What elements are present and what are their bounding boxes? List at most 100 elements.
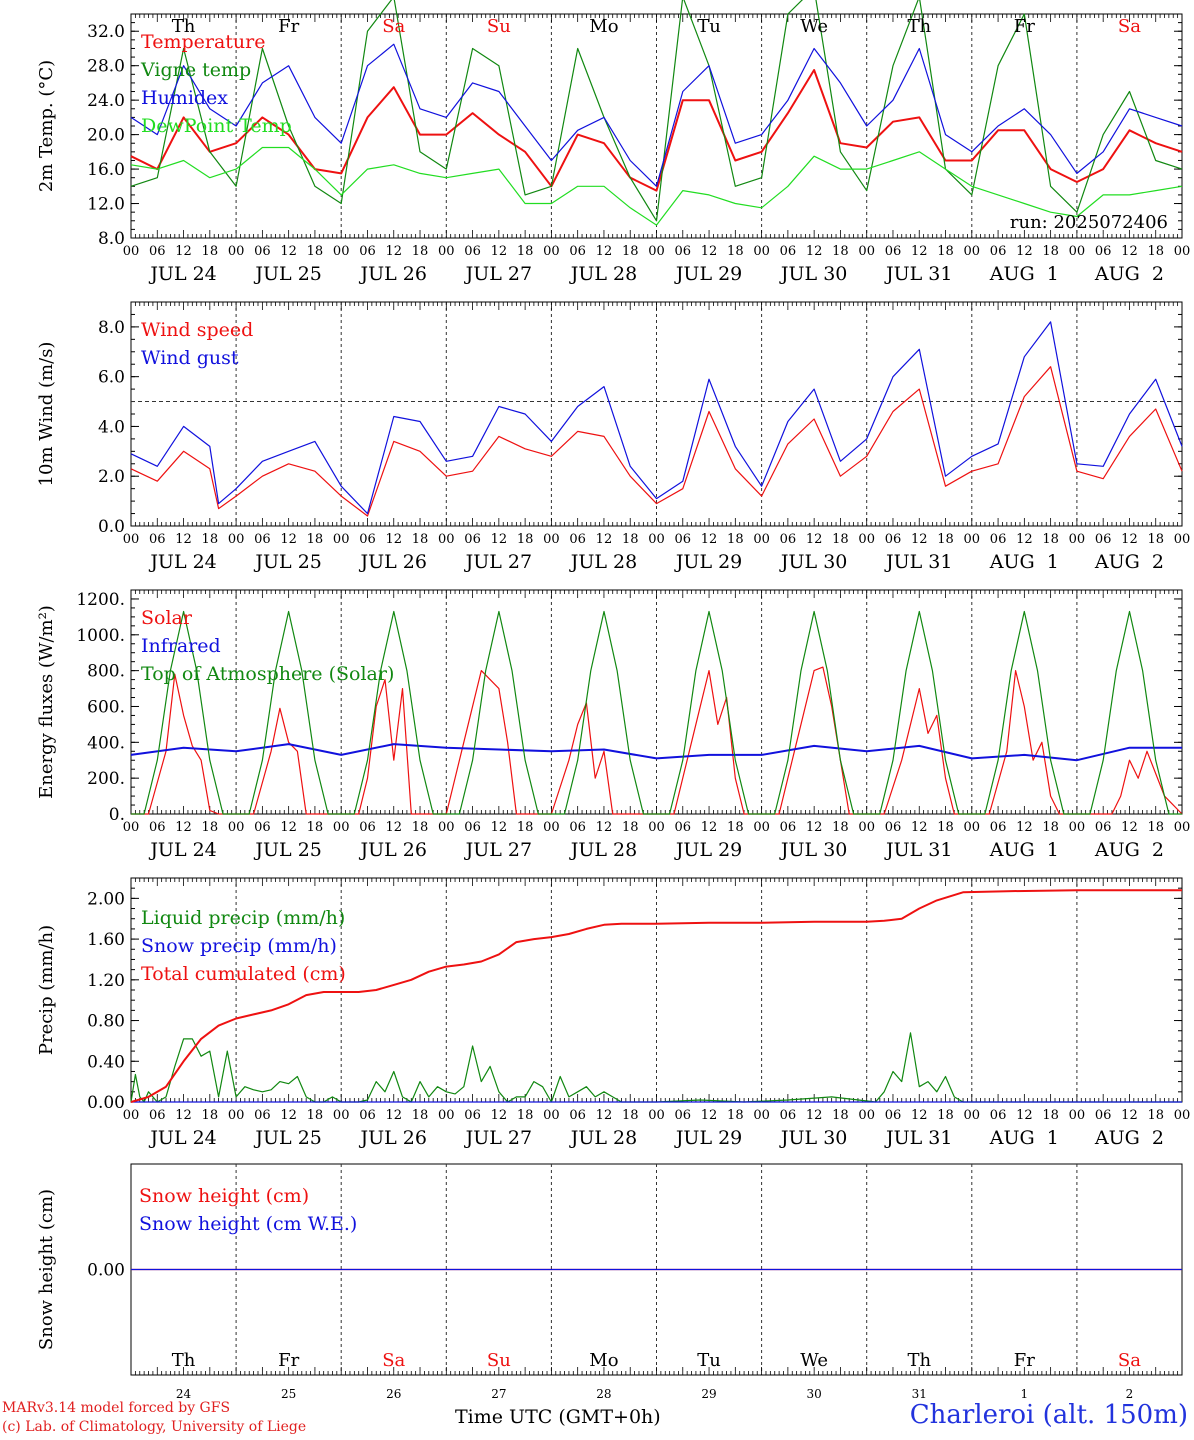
hour-tick-label: 12: [385, 1108, 402, 1123]
weekday-label: Sa: [382, 1350, 405, 1371]
station-name: Charleroi (alt. 150m): [909, 1400, 1188, 1430]
time-axis-label: Time UTC (GMT+0h): [455, 1406, 661, 1428]
hour-tick-label: 06: [569, 532, 586, 547]
hour-tick-label: 12: [806, 244, 823, 259]
day-label: JUL 26: [359, 1127, 427, 1149]
plot-frame: [130, 301, 1183, 527]
hour-tick-label: 00: [1174, 532, 1191, 547]
day-label: JUL 24: [148, 1127, 216, 1149]
hour-tick-label: 12: [596, 532, 613, 547]
hour-tick-label: 00: [753, 532, 770, 547]
hour-tick-label: 00: [333, 532, 350, 547]
hour-tick-label: 12: [491, 244, 508, 259]
hour-tick-label: 12: [911, 244, 928, 259]
hour-tick-label: 00: [753, 244, 770, 259]
y-tick-label: 1.60: [87, 930, 125, 950]
hour-tick-label: 18: [622, 244, 639, 259]
hour-tick-label: 18: [1147, 532, 1164, 547]
day-label: JUL 28: [569, 263, 637, 285]
day-label: AUG 1: [989, 839, 1059, 861]
hour-tick-label: 06: [359, 244, 376, 259]
hour-tick-label: 06: [359, 532, 376, 547]
hour-tick-label: 18: [1042, 820, 1059, 835]
hour-tick-label: 06: [675, 244, 692, 259]
day-label: AUG 2: [1094, 839, 1164, 861]
chart-panel-3: 0. 200. 400. 600. 800. 1000. 1200. Energy fluxe…: [36, 589, 1191, 861]
y-tick-label: 8.0: [98, 318, 125, 338]
day-label: AUG 2: [1094, 1127, 1164, 1149]
y-tick-label: 2.0: [98, 467, 125, 487]
day-label: JUL 24: [148, 263, 216, 285]
hour-tick-label: 00: [543, 1108, 560, 1123]
hour-tick-label: 06: [569, 244, 586, 259]
hour-tick-label: 00: [648, 244, 665, 259]
hour-tick-label: 00: [123, 532, 140, 547]
hour-tick-label: 00: [964, 244, 981, 259]
day-label: JUL 29: [674, 1127, 742, 1149]
hour-tick-label: 18: [517, 1108, 534, 1123]
hour-tick-label: 00: [858, 244, 875, 259]
y-tick-label: 0.40: [87, 1052, 125, 1072]
day-label: JUL 29: [674, 551, 742, 573]
day-label: JUL 28: [569, 1127, 637, 1149]
hour-tick-label: 18: [832, 820, 849, 835]
hour-tick-label: 00: [333, 1108, 350, 1123]
day-label: JUL 27: [464, 839, 532, 861]
day-label: JUL 24: [148, 551, 216, 573]
hour-tick-label: 00: [1174, 820, 1191, 835]
hour-tick-label: 06: [254, 532, 271, 547]
weekday-label: Sa: [382, 16, 405, 37]
hour-tick-label: 18: [1042, 1108, 1059, 1123]
hour-tick-label: 06: [149, 1108, 166, 1123]
hour-tick-label: 06: [885, 1108, 902, 1123]
hour-tick-label: 12: [911, 1108, 928, 1123]
y-tick-label: 400.: [87, 733, 125, 753]
hour-tick-label: 00: [543, 532, 560, 547]
day-number-label: 2: [1126, 1387, 1134, 1401]
y-tick-label: 24.0: [87, 91, 125, 111]
weekday-label: We: [800, 16, 828, 37]
hour-tick-label: 12: [1121, 532, 1138, 547]
hour-tick-label: 06: [1095, 1108, 1112, 1123]
hour-tick-label: 18: [727, 820, 744, 835]
hour-tick-label: 06: [990, 1108, 1007, 1123]
hour-tick-label: 18: [517, 532, 534, 547]
hour-tick-label: 06: [254, 1108, 271, 1123]
day-number-label: 29: [701, 1387, 716, 1401]
hour-tick-label: 12: [806, 1108, 823, 1123]
hour-tick-label: 06: [780, 820, 797, 835]
weekday-label: Su: [487, 16, 511, 37]
series-line-2: [130, 0, 1183, 222]
hour-tick-label: 18: [937, 532, 954, 547]
y-tick-label: 8.0: [98, 229, 125, 249]
hour-tick-label: 00: [1069, 1108, 1086, 1123]
day-label: JUL 28: [569, 839, 637, 861]
weekday-label: Th: [172, 1350, 196, 1371]
hour-tick-label: 00: [964, 532, 981, 547]
legend-entry: Liquid precip (mm/h): [141, 907, 345, 929]
weekday-label: Fr: [278, 16, 299, 37]
day-number-label: 26: [386, 1387, 401, 1401]
hour-tick-label: 06: [885, 244, 902, 259]
model-credit: MARv3.14 model forced by GFS: [2, 1400, 231, 1416]
hour-tick-label: 18: [1042, 244, 1059, 259]
hour-tick-label: 06: [149, 532, 166, 547]
hour-tick-label: 18: [622, 1108, 639, 1123]
weekday-label: Mo: [589, 16, 618, 37]
hour-tick-label: 12: [1016, 532, 1033, 547]
y-tick-label: 800.: [87, 662, 125, 682]
hour-tick-label: 06: [569, 1108, 586, 1123]
hour-tick-label: 18: [937, 244, 954, 259]
legend-entry: Wind speed: [141, 319, 253, 341]
hour-tick-label: 06: [1095, 820, 1112, 835]
run-annotation: run: 2025072406: [1010, 212, 1168, 233]
day-label: JUL 31: [884, 1127, 952, 1149]
hour-tick-label: 12: [491, 1108, 508, 1123]
series-line-1: [130, 69, 1183, 192]
day-label: JUL 31: [884, 839, 952, 861]
hour-tick-label: 12: [701, 1108, 718, 1123]
y-tick-label: 0.00: [87, 1093, 125, 1113]
hour-tick-label: 06: [780, 532, 797, 547]
weekday-label: Sa: [1118, 1350, 1141, 1371]
weekday-label: Su: [487, 1350, 511, 1371]
